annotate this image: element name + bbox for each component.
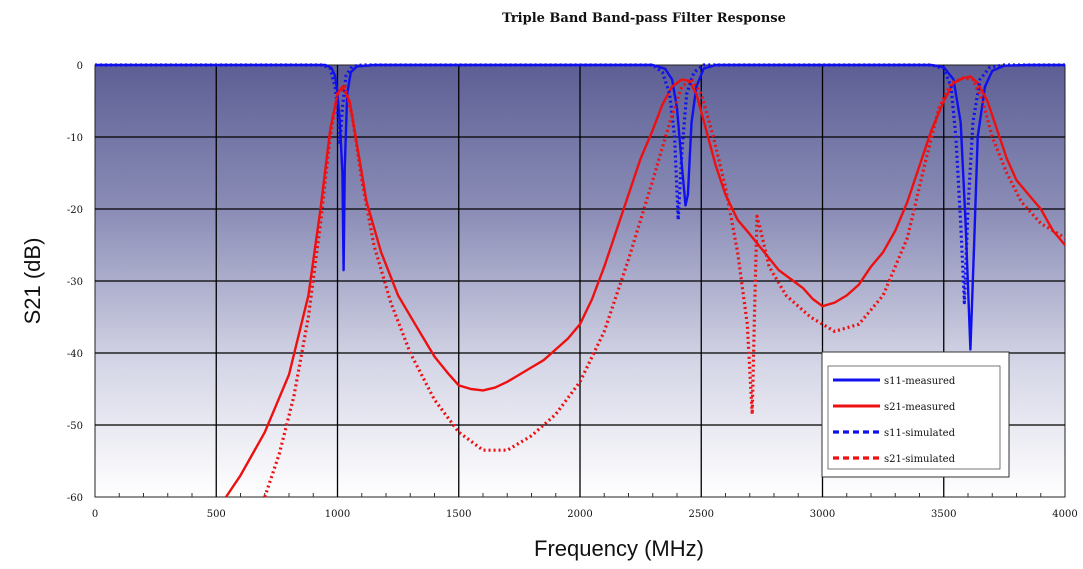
legend-label-s11-measured: s11-measured <box>884 376 956 387</box>
x-tick-label: 1500 <box>446 509 471 520</box>
legend: s11-measured s21-measured s11-simulated s21… <box>821 351 1010 478</box>
series-line-s11-measured <box>95 63 1065 351</box>
x-ticks: 0 500 1000 1500 2000 2500 3000 3500 4000 <box>92 509 1078 520</box>
legend-label-s21-measured: s21-measured <box>884 402 956 413</box>
y-tick-label: -30 <box>67 277 83 288</box>
x-tick-label: 2500 <box>689 509 714 520</box>
y-tick-label: 0 <box>77 61 83 72</box>
x-tick-label: 4000 <box>1052 509 1077 520</box>
x-tick-label: 0 <box>92 509 98 520</box>
y-tick-label: -60 <box>67 493 83 504</box>
y-tick-label: -50 <box>67 421 83 432</box>
chart-title: Triple Band Band-pass Filter Response <box>502 11 786 26</box>
y-tick-label: -10 <box>67 133 83 144</box>
y-tick-label: -20 <box>67 205 83 216</box>
y-tick-label: -40 <box>67 349 83 360</box>
series-lines <box>95 63 1066 498</box>
x-axis-label: Frequency (MHz) <box>534 536 704 561</box>
y-axis-label: S21 (dB) <box>20 238 45 325</box>
x-tick-label: 500 <box>207 509 226 520</box>
legend-label-s11-simulated: s11-simulated <box>884 428 956 439</box>
legend-label-s21-simulated: s21-simulated <box>884 454 956 465</box>
series-line-s21-measured <box>225 75 1066 498</box>
x-tick-label: 3500 <box>931 509 956 520</box>
x-tick-label: 3000 <box>810 509 835 520</box>
x-tick-label: 2000 <box>567 509 592 520</box>
series-line-s11-simulated <box>95 63 1065 305</box>
x-tick-label: 1000 <box>325 509 350 520</box>
y-ticks: 0 -10 -20 -30 -40 -50 -60 <box>67 61 83 504</box>
legend-inner <box>827 365 1001 470</box>
